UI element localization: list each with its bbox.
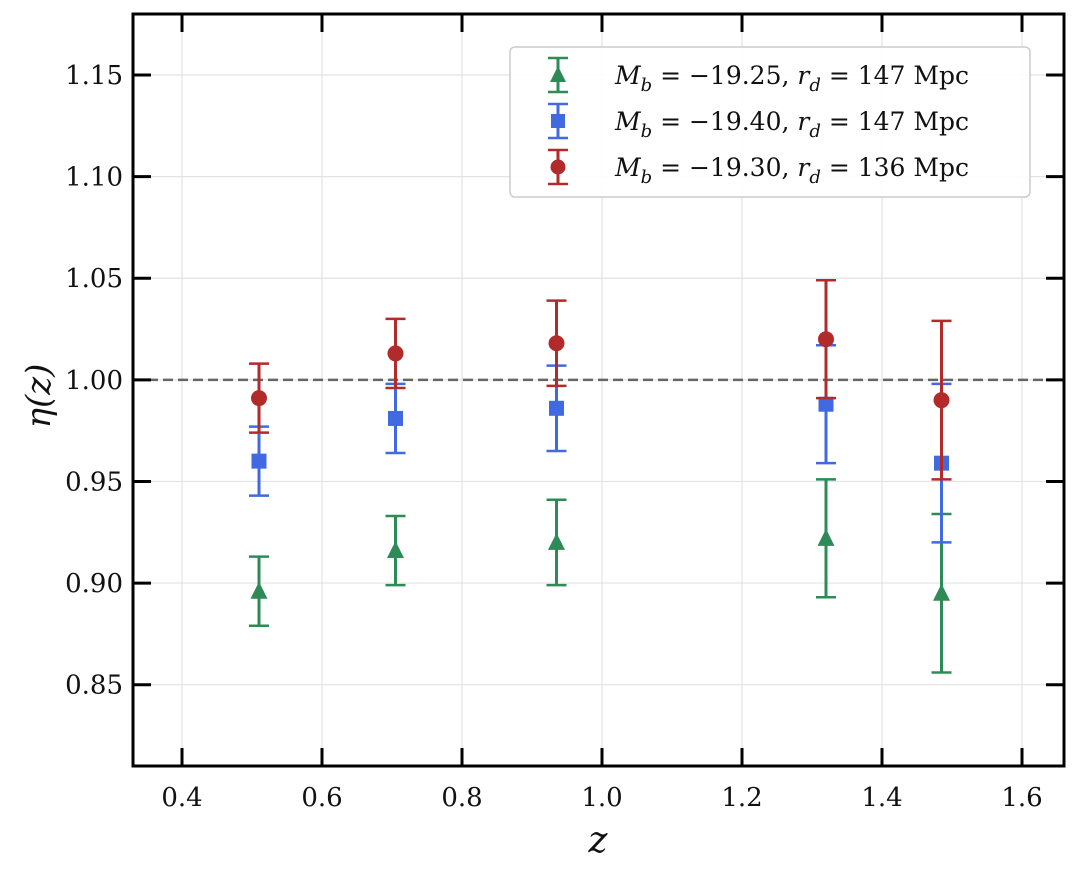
legend-entry: Mb = −19.30, rd = 136 Mpc [548,148,969,188]
legend-box [509,46,1031,198]
legend-entry: Mb = −19.40, rd = 147 Mpc [548,102,969,142]
legend: Mb = −19.25, rd = 147 Mpc Mb = −19.40, rd… [509,46,1031,198]
series-triangle [249,478,952,674]
legend-label: Mb = −19.40, rd = 147 Mpc [614,107,969,142]
y-axis-label: η(z) [19,364,59,429]
legend-label: Mb = −19.30, rd = 136 Mpc [614,153,969,188]
legend-entry: Mb = −19.25, rd = 147 Mpc [548,56,969,96]
axes: 0.4 0.6 0.8 1.0 1.2 1.4 1.6 0.85 0.90 0.95 1.00 1.0… [65,12,1066,813]
x-tick-label: 0.8 [441,783,482,813]
data-point [549,400,564,416]
data-point [387,541,404,559]
series-circle [249,278,952,481]
data-point [251,453,267,469]
y-tick-label: 0.90 [65,569,123,599]
plot-frame [131,12,1066,768]
data-series-group [249,278,952,674]
y-tick-label: 1.00 [65,366,123,396]
data-point [818,331,834,348]
legend-marker [550,66,566,82]
data-point [817,528,835,546]
data-point [933,392,950,409]
data-point [251,390,267,407]
y-tick-label: 1.10 [65,163,123,193]
y-tick-label: 0.95 [65,467,123,497]
x-tick-label: 0.4 [161,783,202,813]
data-point [818,396,834,412]
y-tick-label: 1.05 [65,264,123,294]
x-tick-label: 1.4 [861,783,902,813]
data-point [250,581,268,599]
x-axis-label: z [588,820,609,861]
legend-label: Mb = −19.25, rd = 147 Mpc [614,61,969,96]
legend-marker [550,159,566,175]
data-point [388,410,403,426]
data-point [548,532,565,550]
series-square [249,344,952,544]
legend-marker [551,114,565,128]
data-point [548,335,565,352]
x-tick-label: 1.6 [1001,783,1042,813]
x-tick-label: 0.6 [301,783,342,813]
x-tick-label: 1.0 [581,783,622,813]
data-point [933,583,950,601]
data-point [387,345,404,362]
y-tick-label: 1.15 [65,61,123,91]
y-tick-label: 0.85 [65,671,123,701]
x-tick-label: 1.2 [721,783,762,813]
